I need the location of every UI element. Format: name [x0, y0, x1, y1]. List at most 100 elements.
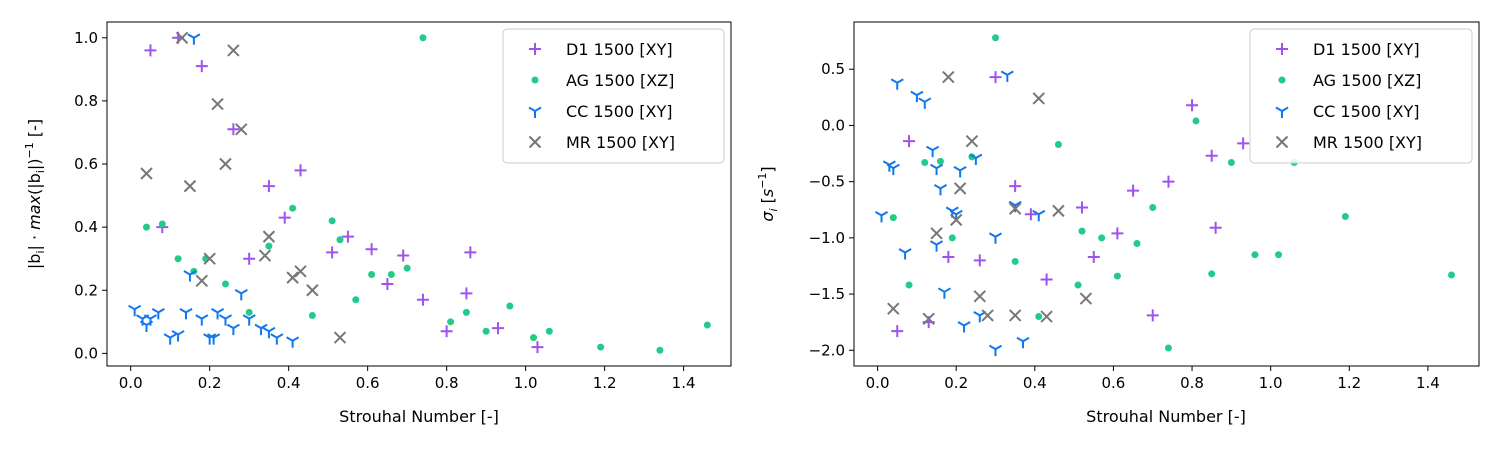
right-point-d1 [1146, 309, 1159, 322]
left-point-ag [506, 302, 514, 310]
left-legend-label-ag: AG 1500 [XZ] [566, 71, 674, 90]
right-point-ag [1078, 227, 1086, 235]
right-x-tick-label: 0.4 [1023, 374, 1047, 392]
right-point-cc [929, 240, 944, 252]
right-y-tick-label: −1.5 [809, 285, 845, 303]
left-series-d1 [144, 31, 544, 354]
left-y-tick-label: 1.0 [74, 29, 98, 47]
right-legend-label-mr: MR 1500 [XY] [1313, 133, 1422, 152]
left-point-mr [262, 230, 276, 243]
left-axis-ticks: 0.0 0.2 0.4 0.6 0.8 1.0 1.2 1.4 0.0 0.2 0.4 0.6 0.8 1… [74, 29, 695, 392]
right-x-tick-label: 0.6 [1102, 374, 1126, 392]
left-point-d1 [227, 123, 240, 136]
left-legend-marker-ag [531, 76, 539, 84]
right-point-mr [1079, 292, 1093, 305]
right-point-cc [1000, 70, 1014, 82]
left-point-cc [234, 289, 248, 301]
left-point-mr [294, 265, 307, 278]
right-point-cc [910, 90, 924, 103]
left-point-mr [333, 331, 347, 344]
right-point-mr [965, 134, 979, 148]
right-data-marks [874, 34, 1455, 357]
right-point-mr [887, 302, 900, 315]
left-point-ag [265, 242, 273, 250]
right-point-ag [1011, 257, 1019, 265]
right-point-ag [1074, 281, 1082, 289]
left-chart: 0.0 0.2 0.4 0.6 0.8 1.0 1.2 1.4 0.0 0.2 0.4 0.6 0.8 1… [23, 21, 732, 426]
left-point-cc [171, 330, 185, 342]
left-point-cc [151, 307, 165, 320]
left-point-mr [258, 249, 272, 262]
left-point-mr [286, 271, 299, 284]
left-point-d1 [460, 287, 473, 300]
right-point-ag [1447, 271, 1455, 279]
right-point-cc [1016, 336, 1030, 349]
left-x-tick-label: 0.4 [277, 374, 301, 392]
right-point-ag [992, 34, 1000, 42]
left-point-d1 [278, 211, 291, 224]
right-series-d1 [891, 71, 1250, 338]
left-point-cc [270, 333, 284, 345]
right-point-cc [918, 97, 932, 109]
left-x-tick-label: 0.6 [356, 374, 380, 392]
right-point-mr [1052, 204, 1065, 218]
left-y-tick-label: 0.2 [74, 281, 98, 299]
left-point-cc [163, 333, 177, 345]
left-legend-marker-d1 [529, 43, 541, 55]
right-point-mr [1008, 202, 1022, 215]
right-point-cc [957, 321, 971, 333]
left-point-mr [219, 157, 232, 171]
right-point-mr [953, 182, 967, 195]
left-point-ag [419, 34, 427, 42]
left-series-mr [140, 31, 347, 344]
right-series-mr [887, 70, 1093, 325]
right-point-cc [988, 344, 1003, 357]
right-point-d1 [1087, 250, 1100, 263]
left-point-cc [179, 307, 193, 320]
left-legend-label-mr: MR 1500 [XY] [566, 133, 675, 152]
right-legend-marker-cc [1275, 106, 1289, 118]
right-point-ag [1208, 270, 1216, 278]
left-point-d1 [144, 44, 157, 57]
left-y-label-sub-i2: i [34, 170, 47, 173]
left-point-ag [447, 318, 455, 326]
right-y-tick-label: −2.0 [809, 341, 845, 359]
left-point-d1 [381, 277, 394, 290]
left-point-ag [703, 321, 711, 329]
right-legend-box [1249, 28, 1473, 164]
right-point-d1 [1205, 149, 1218, 162]
right-y-label-open: [ [758, 197, 777, 208]
right-x-tick-label: 1.0 [1259, 374, 1283, 392]
right-point-cc [890, 78, 904, 90]
right-point-d1 [1075, 201, 1088, 214]
left-point-ag [245, 308, 253, 316]
right-point-d1 [1209, 221, 1222, 234]
right-x-tick-label: 1.4 [1416, 374, 1440, 392]
right-point-cc [969, 153, 983, 166]
right-point-d1 [1162, 175, 1175, 188]
left-point-mr [306, 284, 319, 297]
left-point-d1 [326, 246, 339, 259]
left-y-label-sub-i: i [34, 250, 47, 253]
left-y-tick-label: 0.6 [74, 155, 98, 173]
left-point-cc [128, 304, 142, 317]
left-point-ag [403, 264, 411, 272]
left-point-ag [158, 220, 166, 228]
right-point-d1 [903, 135, 916, 148]
right-point-ag [948, 234, 956, 242]
right-point-ag [1133, 239, 1141, 247]
left-series-cc [128, 33, 300, 348]
right-point-ag [1149, 203, 1157, 211]
right-point-ag [1035, 313, 1043, 321]
right-point-d1 [1024, 208, 1037, 221]
left-point-ag [387, 270, 395, 278]
left-point-d1 [491, 322, 504, 335]
right-point-mr [1008, 309, 1022, 322]
left-y-tick-label: 0.8 [74, 92, 98, 110]
left-point-cc [187, 33, 201, 45]
left-point-ag [336, 236, 344, 244]
right-point-ag [1251, 251, 1259, 259]
left-x-tick-label: 1.2 [593, 374, 617, 392]
right-x-tick-label: 0.0 [866, 374, 890, 392]
